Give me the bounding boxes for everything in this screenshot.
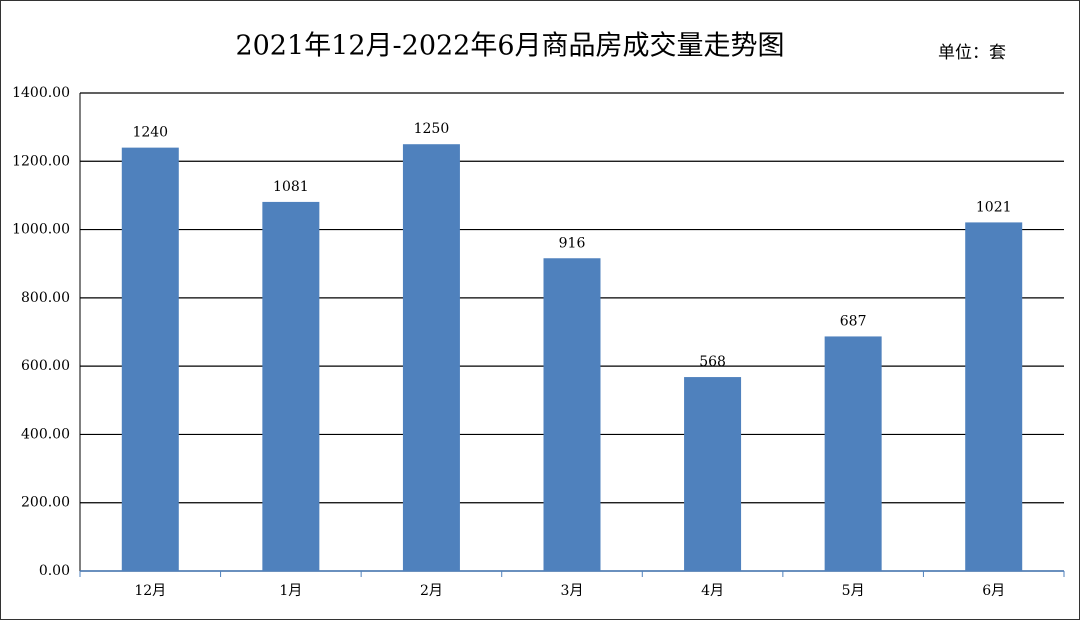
x-tick-label: 3月 <box>561 583 584 599</box>
y-tick-label: 0.00 <box>39 563 70 579</box>
x-tick-label: 1月 <box>279 583 302 599</box>
x-tick-label: 2月 <box>420 583 443 599</box>
y-tick-label: 1200.00 <box>12 153 70 169</box>
y-tick-label: 1000.00 <box>12 222 70 238</box>
data-label: 916 <box>559 235 586 251</box>
unit-label: 单位：套 <box>938 43 1006 63</box>
data-label: 568 <box>699 354 726 370</box>
bar <box>402 144 460 571</box>
data-label: 1240 <box>132 125 168 141</box>
bar <box>121 147 179 571</box>
bar <box>543 258 601 571</box>
x-tick-label: 5月 <box>842 583 865 599</box>
y-tick-label: 800.00 <box>21 290 70 306</box>
y-tick-label: 600.00 <box>21 358 70 374</box>
bar <box>262 201 320 571</box>
data-label: 1250 <box>414 121 450 137</box>
y-tick-label: 400.00 <box>21 426 70 442</box>
data-label: 1021 <box>976 199 1012 215</box>
bar <box>684 377 742 571</box>
y-tick-label: 1400.00 <box>12 85 70 101</box>
bar <box>965 222 1023 571</box>
data-label: 687 <box>840 313 867 329</box>
x-tick-label: 12月 <box>134 583 166 599</box>
x-tick-label: 4月 <box>701 583 724 599</box>
bar <box>824 336 882 571</box>
chart-title: 2021年12月-2022年6月商品房成交量走势图 <box>235 31 784 62</box>
y-tick-label: 200.00 <box>21 495 70 511</box>
data-label: 1081 <box>273 179 309 195</box>
x-tick-label: 6月 <box>982 583 1005 599</box>
